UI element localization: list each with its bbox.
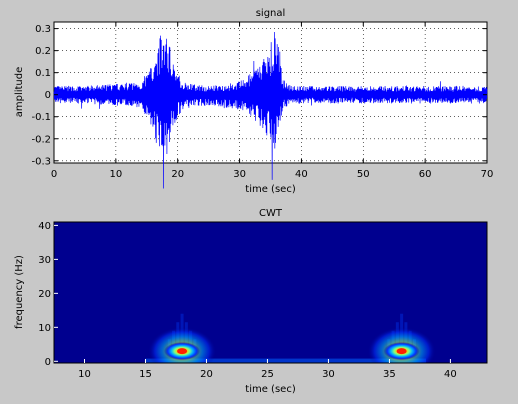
signal-x-tick-label: 0 [51,169,57,180]
signal-x-tick-label: 40 [295,169,308,180]
cwt-x-tick-label: 30 [322,369,335,380]
signal-x-tick-label: 10 [109,169,122,180]
cwt-heatmap [145,313,436,363]
cwt-y-axis-label: frequency (Hz) [14,255,25,329]
cwt-y-tick-label: 10 [38,323,51,334]
signal-y-tick-label: 0.2 [35,46,51,57]
signal-y-axis-label: amplitude [14,67,25,118]
cwt-low-band [145,358,427,363]
cwt-x-tick-label: 25 [261,369,274,380]
cwt-ticks: 10 15 20 25 30 35 40 0 10 20 30 40 [38,221,457,380]
signal-y-tick-label: 0.1 [35,68,51,79]
cwt-y-tick-label: 20 [38,289,51,300]
signal-x-tick-label: 50 [357,169,370,180]
cwt-y-tick-label: 0 [45,357,51,368]
signal-grid [54,22,487,163]
signal-y-tick-label: -0.1 [31,112,51,123]
cwt-x-tick-label: 40 [444,369,457,380]
cwt-x-tick-label: 15 [139,369,152,380]
cwt-x-axis-label: time (sec) [245,384,296,395]
signal-axes: signal time (sec) amplitude 0 10 20 30 40 50 6… [14,8,493,195]
cwt-x-tick-label: 10 [78,369,91,380]
signal-x-tick-label: 70 [481,169,494,180]
signal-title: signal [256,8,286,19]
cwt-hotspot-core [177,348,188,355]
signal-x-tick-label: 20 [171,169,184,180]
cwt-x-tick-label: 35 [383,369,396,380]
cwt-axes: CWT time (sec) frequency (Hz) 10 15 20 25 30… [14,208,488,395]
cwt-y-tick-label: 30 [38,255,51,266]
signal-line [53,31,488,189]
signal-x-axis-label: time (sec) [245,184,296,195]
signal-y-tick-label: 0.3 [35,24,51,35]
signal-ticks: 0 10 20 30 40 50 60 70 -0.3 -0.2 -0.1 0 0.1 0.2 0.3 [31,22,493,180]
signal-y-tick-label: 0 [45,90,51,101]
signal-x-tick-label: 30 [233,169,246,180]
cwt-hotspot-core [396,348,407,355]
signal-x-tick-label: 60 [419,169,432,180]
cwt-y-tick-label: 40 [38,221,51,232]
signal-y-tick-label: -0.3 [31,156,51,167]
signal-y-tick-label: -0.2 [31,134,51,145]
cwt-title: CWT [259,208,283,219]
cwt-frame [53,221,488,364]
cwt-x-tick-label: 20 [200,369,213,380]
signal-series [53,31,488,189]
